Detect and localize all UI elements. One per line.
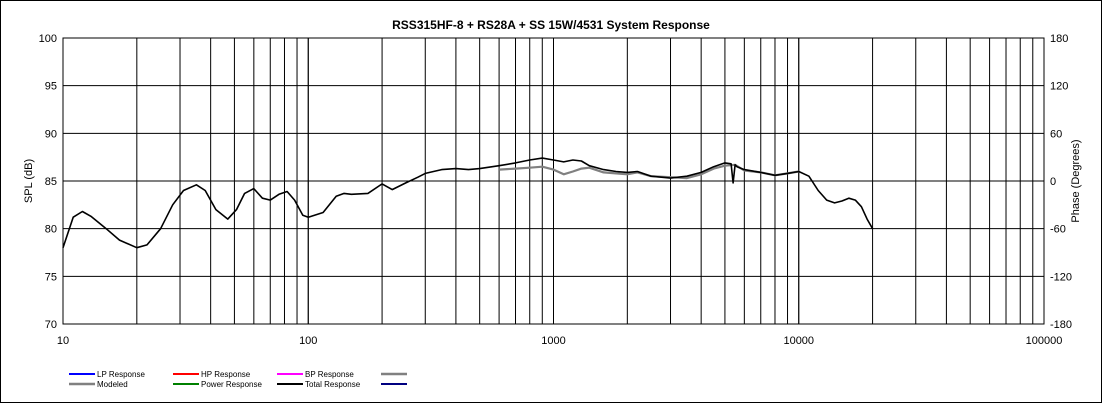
x-tick-label: 10000: [783, 335, 814, 347]
y2-tick-label: -180: [1050, 319, 1072, 331]
plot-grid: [62, 37, 1045, 325]
y2-tick-label: -120: [1050, 271, 1072, 283]
y2-axis-label: Phase (Degrees): [1070, 139, 1082, 222]
x-tick-label: 100000: [1026, 335, 1063, 347]
legend: LP Response HP Response BP Response Modeled…: [69, 370, 407, 389]
legend-label: Total Response: [305, 380, 361, 389]
series-line-total-response: [62, 157, 874, 249]
plot-series: [62, 157, 874, 249]
series-line-modeled: [499, 163, 799, 180]
legend-label: Modeled: [97, 380, 128, 389]
x-tick-label: 100: [299, 335, 317, 347]
y-tick-label: 80: [45, 224, 57, 236]
legend-label: Power Response: [201, 380, 262, 389]
legend-label: BP Response: [305, 370, 354, 379]
x-tick-label: 1000: [541, 335, 565, 347]
y-tick-label: 90: [45, 128, 57, 140]
y2-tick-label: 120: [1050, 81, 1068, 93]
y2-tick-label: -60: [1050, 224, 1066, 236]
y2-tick-label: 0: [1050, 176, 1056, 188]
y2-tick-label: 60: [1050, 128, 1062, 140]
y-tick-label: 85: [45, 176, 57, 188]
y-axis-label: SPL (dB): [23, 159, 35, 203]
tick-labels: 100 95 90 85 80 75 70 180 120 60 0 -60 -120 -180 10 100…: [39, 33, 1072, 347]
y-tick-label: 100: [39, 33, 57, 45]
chart-title: RSS315HF-8 + RS28A + SS 15W/4531 System …: [392, 18, 710, 32]
y-tick-label: 70: [45, 319, 57, 331]
y-tick-label: 95: [45, 81, 57, 93]
y-tick-label: 75: [45, 271, 57, 283]
x-tick-label: 10: [57, 335, 69, 347]
y2-tick-label: 180: [1050, 33, 1068, 45]
legend-label: HP Response: [201, 370, 251, 379]
legend-label: LP Response: [97, 370, 145, 379]
